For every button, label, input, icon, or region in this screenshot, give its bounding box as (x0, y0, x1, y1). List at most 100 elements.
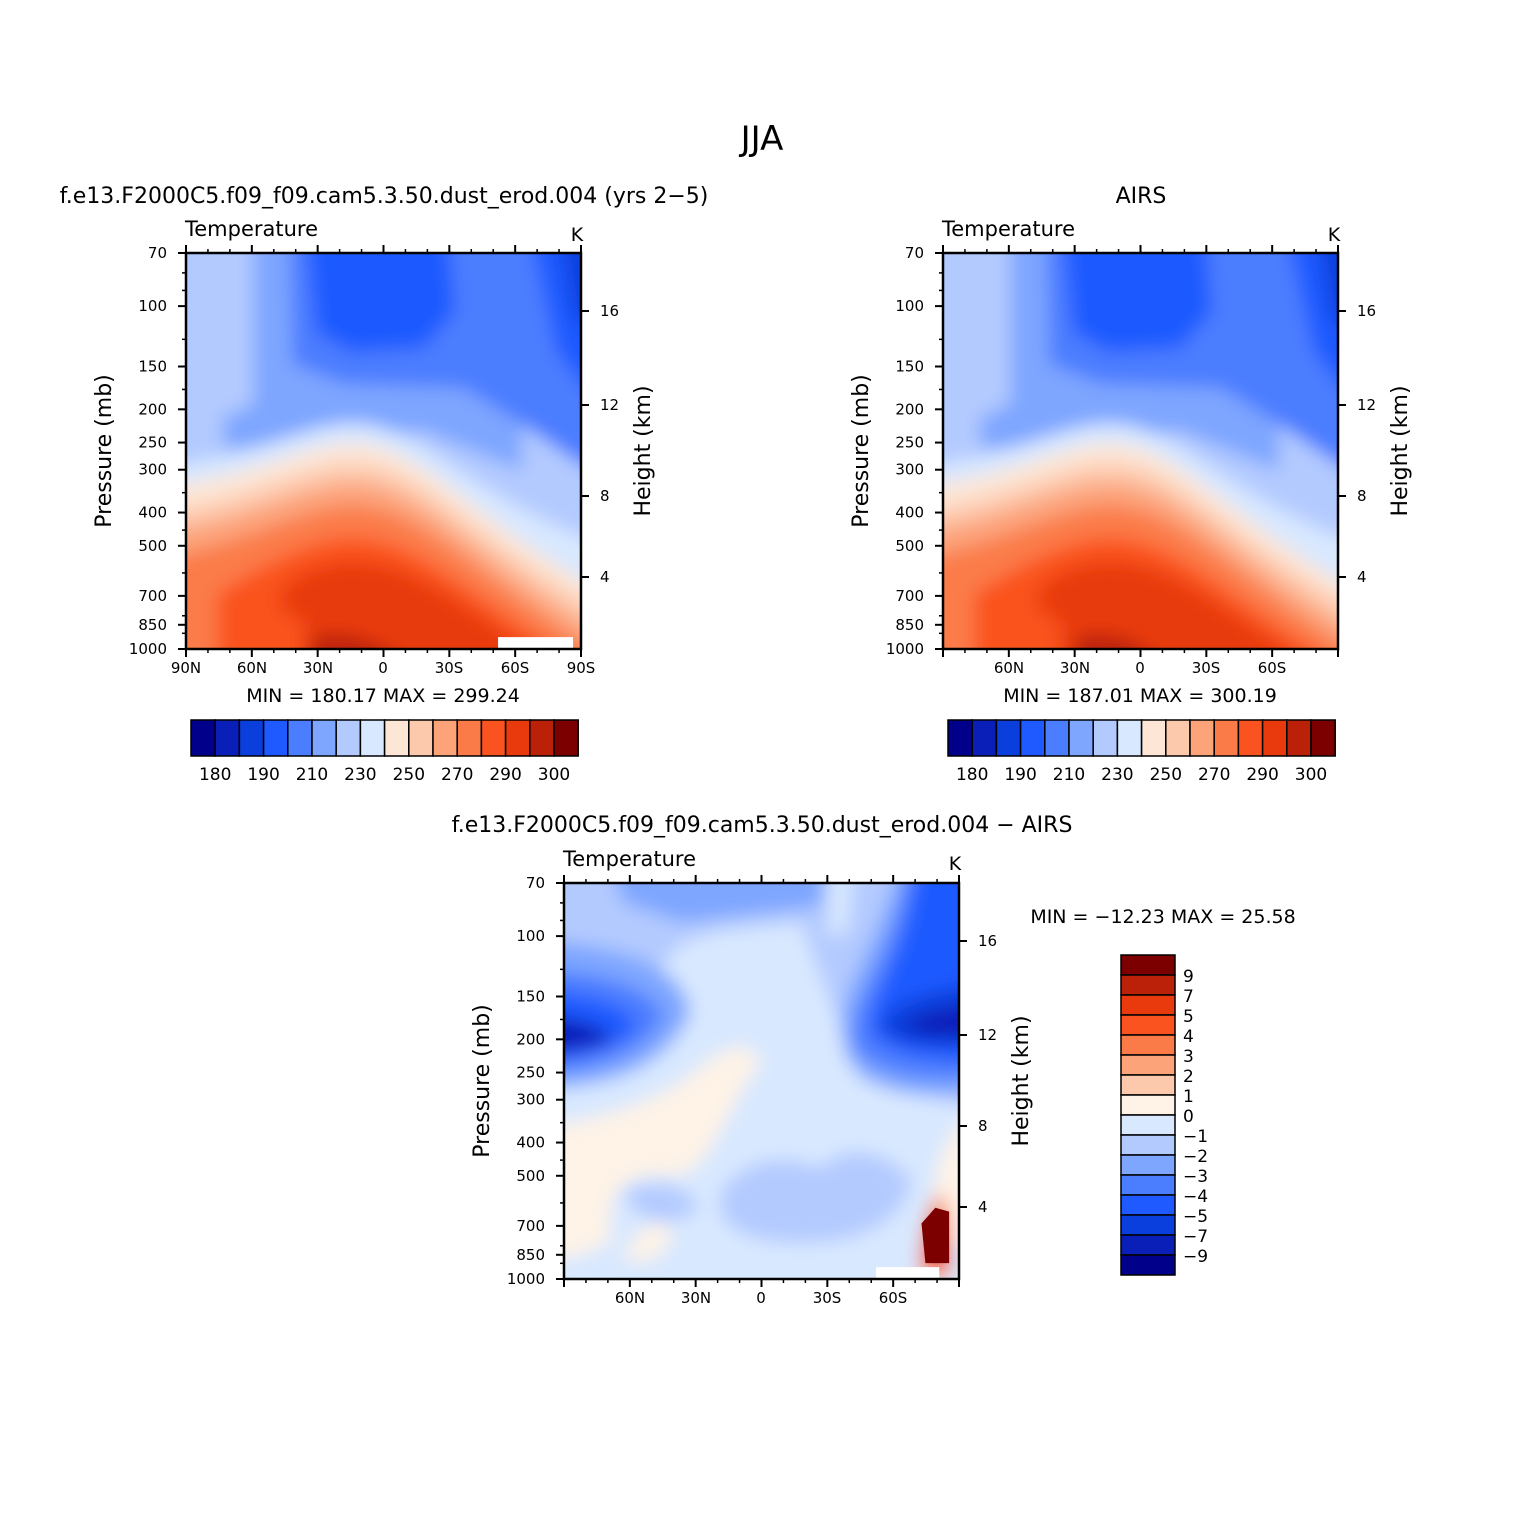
colorbar-label: 230 (344, 765, 376, 785)
y-tick-label: 850 (895, 616, 924, 634)
contour-band (1036, 561, 1286, 649)
colorbar-label: 0 (1183, 1107, 1194, 1127)
colorbar-box (1019, 719, 1046, 757)
colorbar-box (1120, 1114, 1176, 1136)
colorbar-box (529, 719, 555, 757)
colorbar-label: 4 (1183, 1027, 1194, 1047)
colorbar-box (1286, 719, 1312, 757)
y-right-tick-label: 16 (1357, 302, 1376, 320)
colorbar-box (1120, 1054, 1176, 1076)
colorbar-box (1092, 719, 1119, 757)
colorbar-box (456, 719, 483, 757)
colorbar-box (262, 719, 289, 757)
contour-band (616, 883, 829, 923)
panel-difference-stats: MIN = −12.23 MAX = 25.58 (1030, 906, 1295, 928)
colorbar-label: 180 (199, 765, 231, 785)
colorbar-label: 210 (296, 765, 328, 785)
colorbar-label: 230 (1101, 765, 1133, 785)
x-tick-label: 60N (237, 659, 267, 677)
x-tick-label: 0 (756, 1289, 766, 1307)
y-tick-label: 70 (905, 244, 924, 262)
y-tick-label: 400 (895, 504, 924, 522)
colorbar-box (1120, 1094, 1176, 1116)
panel-difference-axes: 70 100 150 200 250 300 400 500 700 850 1000 16 12 8 4 6… (507, 874, 997, 1307)
panel-model-stats: MIN = 180.17 MAX = 299.24 (246, 685, 520, 707)
panel-airs-field (943, 253, 1338, 649)
colorbar-box (480, 719, 507, 757)
y-right-tick-label: 12 (1357, 396, 1376, 414)
x-tick-label: 60S (1258, 659, 1287, 677)
y-tick-label: 500 (138, 537, 167, 555)
colorbar-box (190, 719, 216, 757)
colorbar-label: 300 (538, 765, 570, 785)
panel-airs-ylabel: Pressure (mb) (849, 374, 874, 528)
contour-bands (564, 883, 959, 1279)
y-right-tick-label: 4 (1357, 568, 1367, 586)
panel-difference: f.e13.F2000C5.f09_f09.cam5.3.50.dust_ero… (452, 813, 1296, 1307)
colorbar-box (383, 719, 410, 757)
y-tick-label: 1000 (129, 640, 167, 658)
colorbar-label: 5 (1183, 1007, 1194, 1027)
panel-difference-title: f.e13.F2000C5.f09_f09.cam5.3.50.dust_ero… (452, 813, 1073, 838)
contour-band (623, 1183, 699, 1222)
y-tick-label: 70 (148, 244, 167, 262)
contour-bands (186, 253, 581, 649)
y-tick-label: 150 (895, 357, 924, 375)
colorbar-box (1120, 1234, 1176, 1256)
colorbar-label: −9 (1183, 1247, 1208, 1267)
colorbar-label: 190 (1004, 765, 1036, 785)
colorbar-box (1120, 1254, 1176, 1276)
y-tick-label: 250 (516, 1064, 545, 1082)
colorbar-box (287, 719, 313, 757)
x-tick-label: 30S (435, 659, 464, 677)
contour-band (564, 1018, 612, 1052)
colorbar-box (1044, 719, 1070, 757)
panel-airs-left-label: Temperature (941, 217, 1075, 241)
y-tick-label: 150 (516, 987, 545, 1005)
colorbar-box (553, 719, 579, 757)
colorbar-box (971, 719, 998, 757)
panel-model-ylabel: Pressure (mb) (92, 374, 117, 528)
panel-airs-axes: 70 100 150 200 250 300 400 500 700 850 1000 16 12 8 4 6… (886, 244, 1376, 677)
contour-band (308, 253, 455, 352)
colorbar-label: 270 (1198, 765, 1230, 785)
x-tick-label: 30S (1192, 659, 1221, 677)
y-tick-label: 400 (516, 1134, 545, 1152)
colorbar-box (1237, 719, 1264, 757)
panel-airs: AIRS Temperature K 70 100 150 200 250 300 400 5… (849, 184, 1413, 785)
x-tick-label: 60S (879, 1289, 908, 1307)
colorbar-box (1120, 1034, 1176, 1056)
colorbar-box (1120, 1174, 1176, 1196)
contour-band (1065, 253, 1212, 352)
colorbar-label: 2 (1183, 1067, 1194, 1087)
colorbar-box (995, 719, 1022, 757)
x-tick-label: 90S (567, 659, 596, 677)
colorbar-box (1120, 954, 1176, 976)
colorbar-label: 3 (1183, 1047, 1194, 1067)
panel-model-title: f.e13.F2000C5.f09_f09.cam5.3.50.dust_ero… (60, 184, 709, 209)
colorbar-box (1120, 1214, 1176, 1236)
colorbar-label: 1 (1183, 1087, 1194, 1107)
colorbar-box (1120, 1154, 1176, 1176)
colorbar-label: 300 (1295, 765, 1327, 785)
y-tick-label: 700 (895, 587, 924, 605)
colorbar-box (1310, 719, 1336, 757)
colorbar-label: 180 (956, 765, 988, 785)
colorbar-box (1120, 1194, 1176, 1216)
colorbar-box (1120, 1134, 1176, 1156)
colorbar-label: 290 (1246, 765, 1278, 785)
colorbar-box (1140, 719, 1167, 757)
panel-model-colorbar: 180 190 210 230 250 270 290 300 (190, 719, 579, 785)
y-tick-label: 700 (138, 587, 167, 605)
y-right-tick-label: 16 (600, 302, 619, 320)
y-tick-label: 200 (516, 1030, 545, 1048)
panel-model: f.e13.F2000C5.f09_f09.cam5.3.50.dust_ero… (60, 184, 709, 785)
y-tick-label: 500 (895, 537, 924, 555)
colorbar-label: −5 (1183, 1207, 1208, 1227)
contour-band (903, 1006, 959, 1037)
colorbar-label: 250 (1150, 765, 1182, 785)
y-tick-label: 200 (138, 400, 167, 418)
colorbar-box (1189, 719, 1215, 757)
y-tick-label: 250 (138, 434, 167, 452)
